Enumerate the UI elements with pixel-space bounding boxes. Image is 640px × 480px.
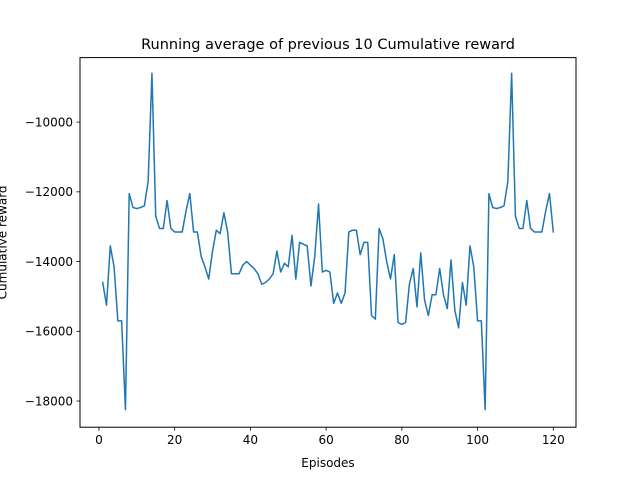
chart-title: Running average of previous 10 Cumulativ… [141, 37, 515, 53]
x-tick-label: 120 [542, 433, 565, 447]
x-tick-label: 60 [318, 433, 333, 447]
x-tick-label: 80 [394, 433, 409, 447]
y-axis-label: Cumulative reward [0, 185, 10, 299]
x-axis: 0 20 40 60 80 100 120 [95, 427, 565, 447]
x-tick-label: 100 [466, 433, 489, 447]
y-tick-label: −10000 [25, 115, 73, 129]
x-tick-label: 20 [167, 433, 182, 447]
plot-frame [79, 57, 577, 428]
x-axis-label: Episodes [301, 456, 354, 470]
x-tick-label: 40 [243, 433, 258, 447]
x-tick-label: 0 [95, 433, 103, 447]
y-tick-label: −12000 [25, 185, 73, 199]
y-tick-label: −18000 [25, 394, 73, 408]
series-line [101, 72, 555, 411]
y-tick-label: −14000 [25, 255, 73, 269]
y-tick-label: −16000 [25, 325, 73, 339]
y-axis: −18000 −16000 −14000 −12000 −10000 [25, 115, 80, 408]
